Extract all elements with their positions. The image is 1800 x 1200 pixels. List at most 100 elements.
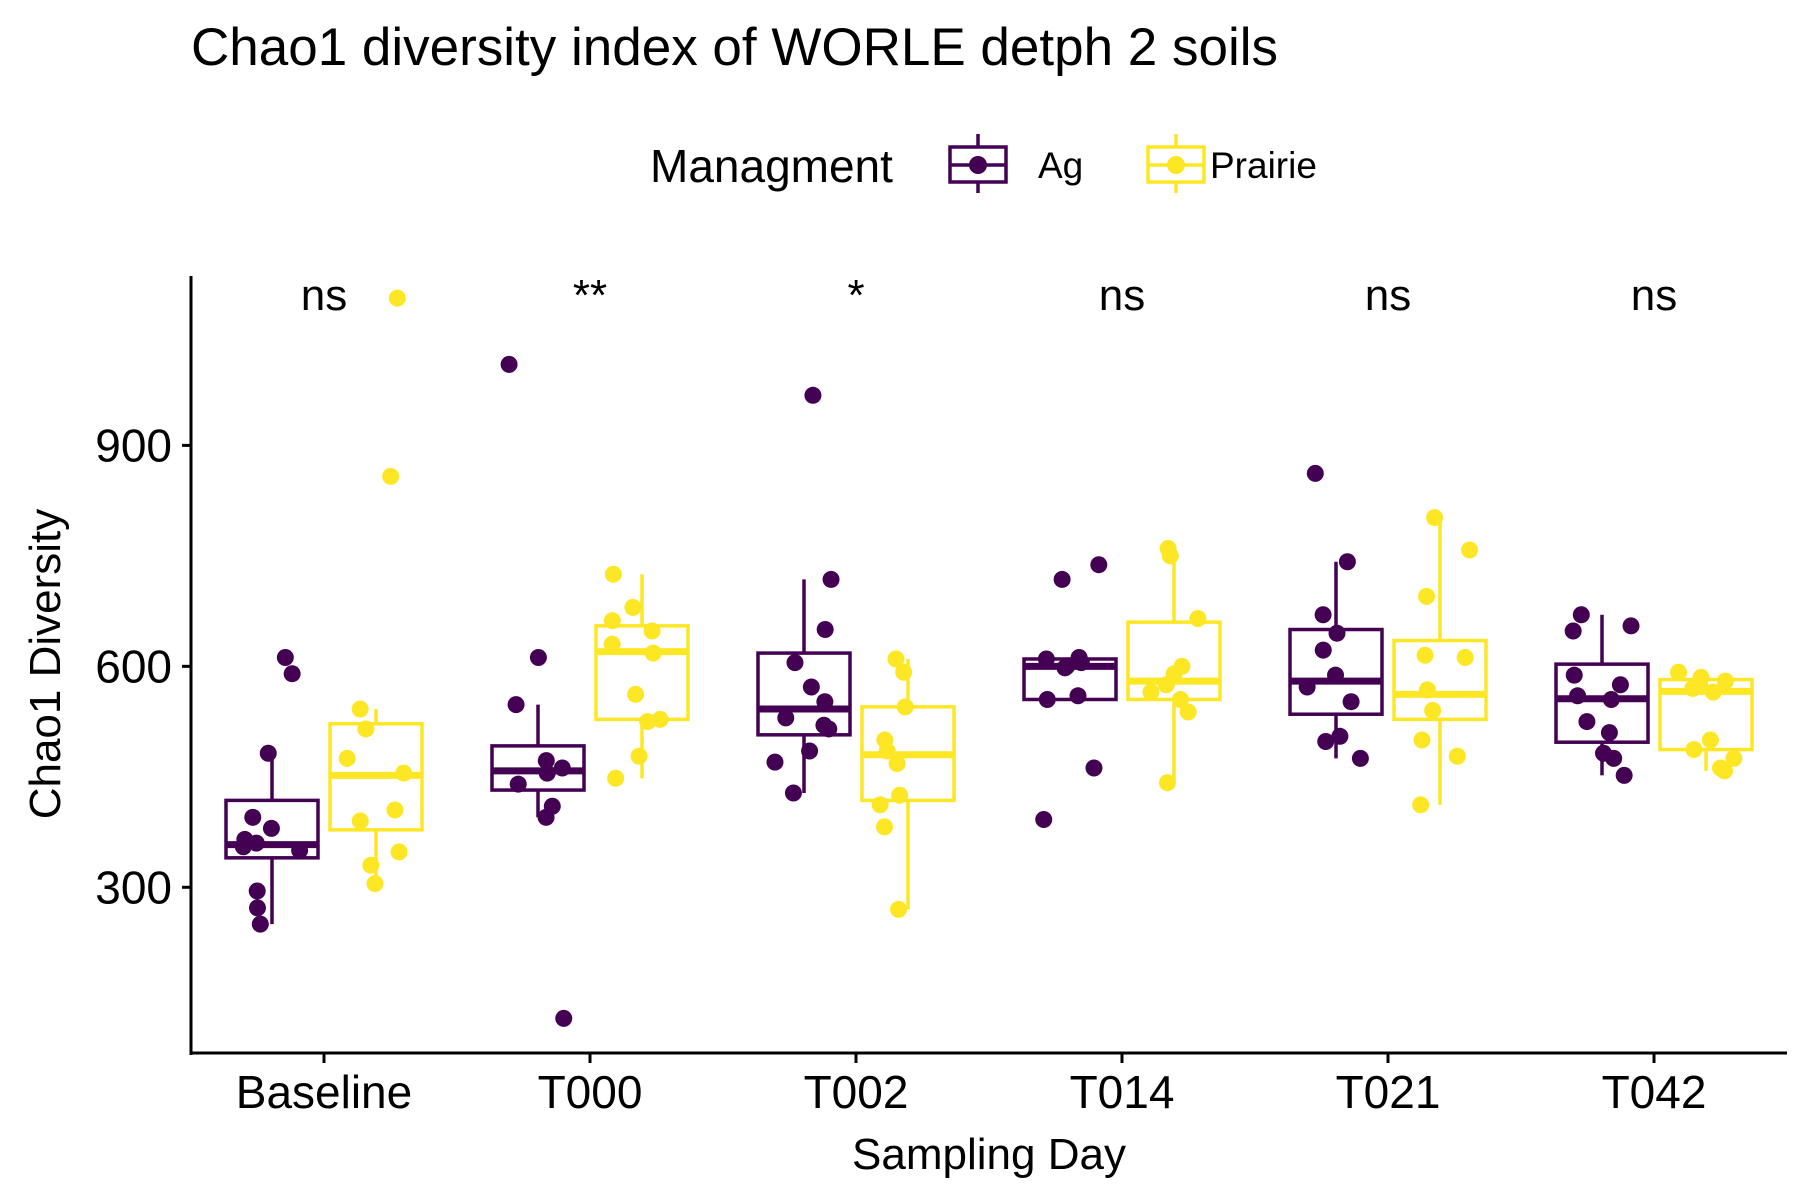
x-tick-label: Baseline	[236, 1066, 412, 1118]
box-ag-t002	[756, 579, 852, 794]
data-point	[1171, 690, 1189, 708]
points-ag-baseline	[234, 649, 309, 933]
data-point	[362, 856, 380, 874]
points-prairie-t014	[1142, 540, 1207, 792]
data-point	[351, 700, 369, 718]
legend-key-point	[969, 156, 987, 174]
points-prairie-baseline	[338, 289, 413, 893]
data-point	[382, 467, 400, 485]
y-axis-ticks: 300 600 900	[95, 419, 191, 913]
data-point	[888, 755, 906, 773]
data-point	[1413, 731, 1431, 749]
y-axis-title: Chao1 Diversity	[21, 509, 70, 820]
data-point	[1564, 622, 1582, 640]
data-point	[1331, 727, 1349, 745]
data-point	[604, 565, 622, 583]
significance-label: ns	[1365, 271, 1411, 320]
data-point	[248, 882, 266, 900]
y-tick-label: 600	[95, 640, 172, 692]
points-prairie-t042	[1670, 663, 1743, 780]
data-point	[291, 841, 309, 859]
data-point	[1090, 556, 1108, 574]
data-point	[1069, 687, 1087, 705]
data-point	[1622, 617, 1640, 635]
points-ag-t021	[1298, 464, 1369, 767]
legend: Managment Ag Prairie	[650, 134, 1317, 193]
x-tick-label: T014	[1070, 1066, 1175, 1118]
data-point	[784, 784, 802, 802]
data-point	[1725, 749, 1743, 767]
data-point	[624, 598, 642, 616]
data-point	[1056, 659, 1074, 677]
box-body	[1392, 638, 1488, 722]
data-point	[643, 622, 661, 640]
data-point	[1418, 587, 1436, 605]
data-point	[1338, 553, 1356, 571]
data-point	[1053, 570, 1071, 588]
data-point	[553, 759, 571, 777]
plot-area	[224, 289, 1754, 1027]
data-point	[1448, 747, 1466, 765]
data-point	[1327, 666, 1345, 684]
significance-label: ns	[1099, 271, 1145, 320]
data-point	[887, 650, 905, 668]
data-point	[1684, 679, 1702, 697]
data-point	[283, 665, 301, 683]
data-point	[1685, 741, 1703, 759]
data-point	[1461, 541, 1479, 559]
data-point	[603, 612, 621, 630]
data-point	[259, 744, 277, 762]
data-point	[1704, 683, 1722, 701]
data-point	[1701, 731, 1719, 749]
data-point	[1314, 641, 1332, 659]
data-point	[1085, 759, 1103, 777]
points-prairie-t000	[603, 565, 669, 787]
data-point	[507, 696, 525, 714]
data-point	[816, 693, 834, 711]
data-point	[786, 654, 804, 672]
data-point	[1161, 547, 1179, 565]
data-point	[537, 752, 555, 770]
data-point	[1602, 690, 1620, 708]
data-point	[1572, 606, 1590, 624]
data-point	[248, 899, 266, 917]
data-point	[639, 713, 657, 731]
data-point	[1456, 649, 1474, 667]
data-point	[1611, 676, 1629, 694]
box-prairie-baseline	[328, 709, 424, 884]
data-point	[1578, 713, 1596, 731]
data-point	[1670, 663, 1688, 681]
data-point	[607, 769, 625, 787]
data-point	[262, 819, 280, 837]
data-point	[875, 818, 893, 836]
legend-title: Managment	[650, 140, 893, 192]
x-tick-label: T042	[1602, 1066, 1707, 1118]
data-point	[1072, 654, 1090, 672]
data-point	[891, 786, 909, 804]
data-point	[1615, 766, 1633, 784]
data-point	[1569, 687, 1587, 705]
data-point	[1314, 606, 1332, 624]
data-point	[351, 812, 369, 830]
data-point	[627, 685, 645, 703]
data-point	[251, 915, 269, 933]
data-point	[1424, 702, 1442, 720]
data-point	[1600, 724, 1618, 742]
data-point	[1605, 749, 1623, 767]
data-point	[236, 830, 254, 848]
data-point	[338, 749, 356, 767]
x-tick-label: T000	[538, 1066, 643, 1118]
significance-labels: ns ** * ns ns ns	[301, 271, 1677, 320]
box-body	[1554, 662, 1650, 744]
box-prairie-t002	[860, 658, 956, 910]
data-point	[1426, 509, 1444, 527]
points-ag-t014	[1035, 556, 1108, 829]
significance-label: **	[573, 271, 607, 320]
x-tick-label: T021	[1336, 1066, 1441, 1118]
data-point	[1158, 774, 1176, 792]
data-point	[1179, 703, 1197, 721]
data-point	[651, 710, 669, 728]
data-point	[500, 355, 518, 373]
